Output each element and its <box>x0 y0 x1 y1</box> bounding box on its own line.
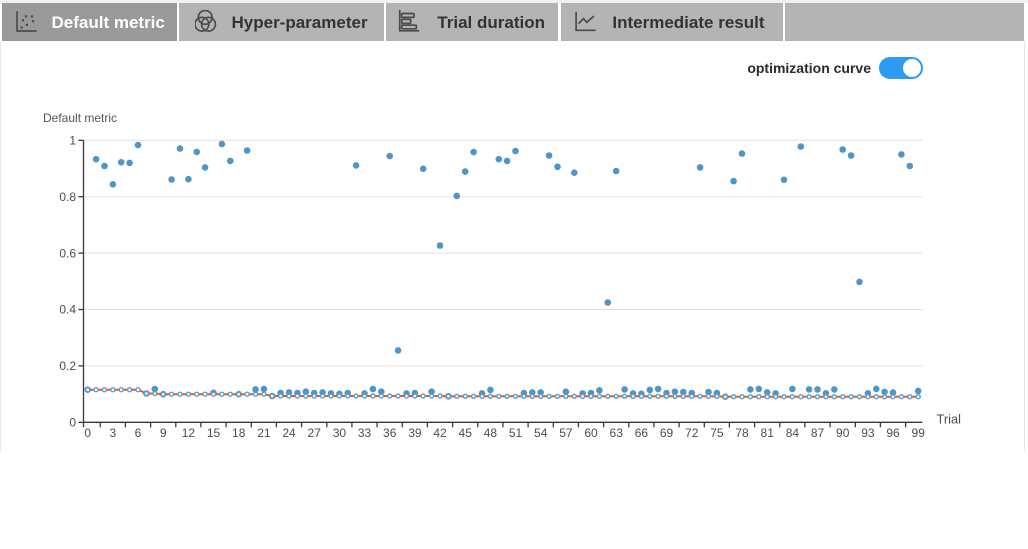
svg-text:75: 75 <box>710 426 724 440</box>
svg-text:24: 24 <box>282 426 296 440</box>
svg-text:36: 36 <box>383 426 397 440</box>
svg-text:54: 54 <box>534 426 548 440</box>
svg-text:0.2: 0.2 <box>59 359 76 373</box>
svg-text:93: 93 <box>861 426 875 440</box>
svg-text:1: 1 <box>69 134 76 148</box>
svg-text:42: 42 <box>433 426 447 440</box>
svg-text:33: 33 <box>358 426 372 440</box>
svg-text:9: 9 <box>160 426 167 440</box>
svg-text:0.8: 0.8 <box>59 190 76 204</box>
svg-text:96: 96 <box>886 426 900 440</box>
svg-text:18: 18 <box>232 426 246 440</box>
svg-text:0.4: 0.4 <box>59 303 76 317</box>
svg-text:6: 6 <box>135 426 142 440</box>
svg-text:72: 72 <box>685 426 699 440</box>
svg-text:Default metric: Default metric <box>43 111 117 125</box>
svg-text:87: 87 <box>811 426 825 440</box>
svg-text:0: 0 <box>84 426 91 440</box>
svg-text:0: 0 <box>69 416 76 430</box>
svg-text:90: 90 <box>836 426 850 440</box>
svg-text:21: 21 <box>257 426 271 440</box>
svg-text:39: 39 <box>408 426 422 440</box>
svg-text:99: 99 <box>912 426 926 440</box>
svg-text:57: 57 <box>559 426 573 440</box>
svg-text:15: 15 <box>207 426 221 440</box>
svg-text:45: 45 <box>459 426 473 440</box>
svg-text:60: 60 <box>584 426 598 440</box>
svg-text:84: 84 <box>786 426 800 440</box>
svg-text:51: 51 <box>509 426 523 440</box>
svg-text:0.6: 0.6 <box>59 246 76 260</box>
svg-text:48: 48 <box>484 426 498 440</box>
svg-text:3: 3 <box>110 426 117 440</box>
svg-text:78: 78 <box>735 426 749 440</box>
svg-text:81: 81 <box>761 426 775 440</box>
svg-text:66: 66 <box>635 426 649 440</box>
svg-text:Trial: Trial <box>937 412 961 427</box>
svg-text:30: 30 <box>333 426 347 440</box>
svg-text:69: 69 <box>660 426 674 440</box>
svg-text:27: 27 <box>308 426 322 440</box>
svg-text:12: 12 <box>182 426 196 440</box>
svg-text:63: 63 <box>610 426 624 440</box>
